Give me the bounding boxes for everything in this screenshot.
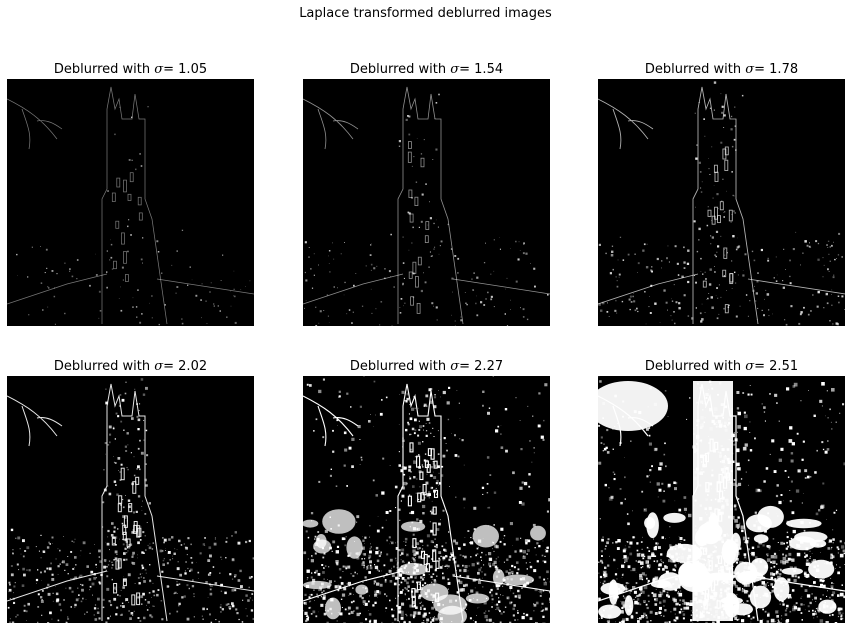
sigma-symbol: σ [745,359,755,374]
sigma-value: = 2.27 [459,359,504,374]
sigma-value: = 2.02 [163,359,208,374]
panel-title: Deblurred with σ= 1.78 [568,62,851,77]
panel-title: Deblurred with σ= 1.54 [273,62,580,77]
panel-label: Deblurred with [53,359,155,374]
panel-title: Deblurred with σ= 2.02 [0,359,284,374]
sigma-value: = 1.78 [754,62,799,77]
laplace-image [598,376,845,623]
laplace-image [7,79,254,326]
panel-title: Deblurred with σ= 2.51 [568,359,851,374]
panel-label: Deblurred with [349,62,451,77]
sigma-symbol: σ [450,359,460,374]
sigma-symbol: σ [450,62,460,77]
panel-label: Deblurred with [644,359,746,374]
panel-label: Deblurred with [349,359,451,374]
figure-title: Laplace transformed deblurred images [299,6,552,21]
panel-label: Deblurred with [644,62,746,77]
sigma-value: = 1.05 [163,62,208,77]
sigma-value: = 2.51 [754,359,799,374]
sigma-symbol: σ [154,62,164,77]
panel-label: Deblurred with [53,62,155,77]
laplace-image [598,79,845,326]
sigma-symbol: σ [154,359,164,374]
panel-title: Deblurred with σ= 1.05 [0,62,284,77]
sigma-symbol: σ [745,62,755,77]
laplace-image [303,376,550,623]
laplace-image [303,79,550,326]
sigma-value: = 1.54 [459,62,504,77]
panel-title: Deblurred with σ= 2.27 [273,359,580,374]
laplace-image [7,376,254,623]
